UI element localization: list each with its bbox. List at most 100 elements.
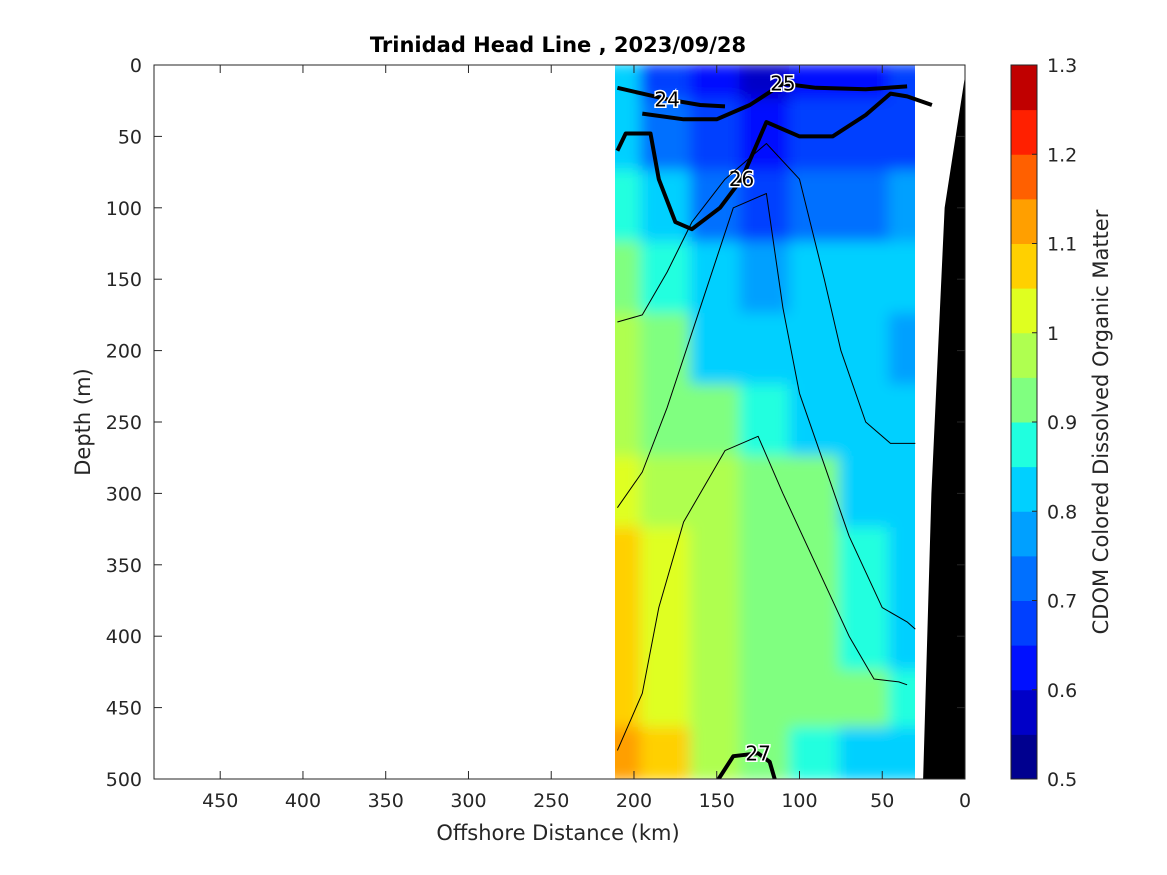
x-tick-label: 400 — [285, 790, 321, 812]
x-tick-label: 250 — [533, 790, 569, 812]
density-contour — [616, 193, 916, 630]
y-tick-label: 500 — [106, 769, 142, 791]
colorbar-segment — [1011, 734, 1037, 780]
cdom-cell — [789, 241, 843, 317]
cdom-cell — [888, 384, 915, 460]
colorbar-segment — [1011, 377, 1037, 423]
cdom-cell — [640, 241, 694, 317]
density-contour — [616, 435, 908, 751]
colorbar-segment — [1011, 555, 1037, 601]
cdom-cell — [888, 598, 915, 674]
x-axis-label: Offshore Distance (km) — [436, 821, 679, 845]
cdom-cell — [888, 98, 915, 175]
colorbar-segment — [1011, 511, 1037, 557]
density-contour-major — [615, 91, 933, 232]
colorbar-segment — [1011, 109, 1037, 155]
cdom-cell — [789, 455, 843, 532]
y-tick-label: 100 — [106, 198, 142, 220]
contour-label: 24 — [654, 87, 679, 111]
cdom-cell — [739, 384, 794, 460]
colorbar: 0.5 0.6 0.7 0.8 0.9 1 1.1 1.2 1.3 — [1010, 55, 1077, 791]
cdom-cell — [615, 241, 645, 317]
density-contours: 24 25 26 27 — [615, 70, 933, 779]
cdom-field — [615, 65, 915, 779]
colorbar-tick-label: 0.8 — [1047, 501, 1077, 523]
cdom-cell — [640, 170, 694, 246]
cdom-cell — [888, 241, 915, 317]
y-tick-label: 350 — [106, 555, 142, 577]
density-contour-major — [642, 81, 908, 122]
cdom-cell — [615, 598, 645, 674]
colorbar-segment — [1011, 422, 1037, 468]
cdom-cell — [789, 170, 843, 246]
cdom-cell — [838, 98, 893, 175]
cdom-cell — [739, 170, 794, 246]
colorbar-tick-label: 0.6 — [1047, 680, 1077, 702]
colorbar-tick-label: 0.7 — [1047, 591, 1077, 613]
cdom-cell — [838, 170, 893, 246]
cdom-cell — [739, 312, 794, 389]
cdom-cell — [838, 598, 893, 674]
cdom-cell — [615, 527, 645, 603]
cdom-cell — [838, 241, 893, 317]
cdom-cell — [689, 727, 744, 779]
colorbar-segment — [1011, 332, 1037, 378]
cdom-cell — [789, 598, 843, 674]
colorbar-segment — [1011, 288, 1037, 334]
colorbar-segment — [1011, 243, 1037, 289]
colorbar-segment — [1011, 154, 1037, 200]
cdom-cell — [789, 384, 843, 460]
colorbar-segment — [1011, 466, 1037, 512]
cdom-cell — [838, 527, 893, 603]
colorbar-tick-label: 1.2 — [1047, 144, 1077, 166]
cdom-cell — [789, 312, 843, 389]
cdom-cell — [838, 455, 893, 532]
contour-label: 25 — [770, 72, 795, 96]
density-contour — [617, 143, 916, 444]
y-axis: 0 50 100 150 200 250 300 350 400 450 500 — [106, 55, 965, 791]
y-tick-label: 250 — [106, 412, 142, 434]
cdom-cell — [838, 727, 893, 779]
y-tick-label: 150 — [106, 269, 142, 291]
cdom-cell — [640, 598, 694, 674]
cdom-cell — [739, 527, 794, 603]
cdom-cell — [888, 170, 915, 246]
colorbar-segment — [1011, 689, 1037, 735]
y-tick-label: 300 — [106, 483, 142, 505]
cdom-cell — [689, 598, 744, 674]
cdom-cell — [615, 727, 645, 779]
contour-label: 26 — [729, 167, 754, 191]
cdom-cell — [838, 312, 893, 389]
x-tick-label: 150 — [699, 790, 735, 812]
colorbar-tick-label: 1 — [1047, 323, 1059, 345]
cdom-cell — [615, 384, 645, 460]
colorbar-tick-label: 1.3 — [1047, 55, 1077, 77]
cdom-cell — [640, 455, 694, 532]
cdom-cell — [739, 455, 794, 532]
contour-label: 27 — [745, 741, 770, 765]
y-tick-label: 400 — [106, 626, 142, 648]
chart-title: Trinidad Head Line , 2023/09/28 — [370, 33, 746, 57]
cdom-cell — [888, 527, 915, 603]
density-contour-major — [716, 751, 777, 779]
y-tick-label: 450 — [106, 698, 142, 720]
density-contour-major — [616, 85, 726, 109]
colorbar-tick-label: 1.1 — [1047, 234, 1077, 256]
x-tick-label: 0 — [959, 790, 971, 812]
cdom-cell — [615, 455, 645, 532]
cdom-cell — [615, 312, 645, 389]
x-tick-label: 450 — [202, 790, 238, 812]
cdom-cell — [689, 527, 744, 603]
cdom-cell — [739, 241, 794, 317]
cdom-cell — [888, 727, 915, 779]
x-tick-label: 100 — [781, 790, 817, 812]
cdom-cell — [689, 384, 744, 460]
colorbar-segment — [1011, 645, 1037, 691]
cdom-cell — [640, 384, 694, 460]
cdom-cell — [615, 98, 645, 175]
x-tick-label: 200 — [616, 790, 652, 812]
x-axis: 450 400 350 300 250 200 150 100 50 0 — [202, 65, 971, 812]
y-tick-label: 50 — [118, 126, 142, 148]
cdom-cell — [640, 727, 694, 779]
cdom-cell — [888, 455, 915, 532]
